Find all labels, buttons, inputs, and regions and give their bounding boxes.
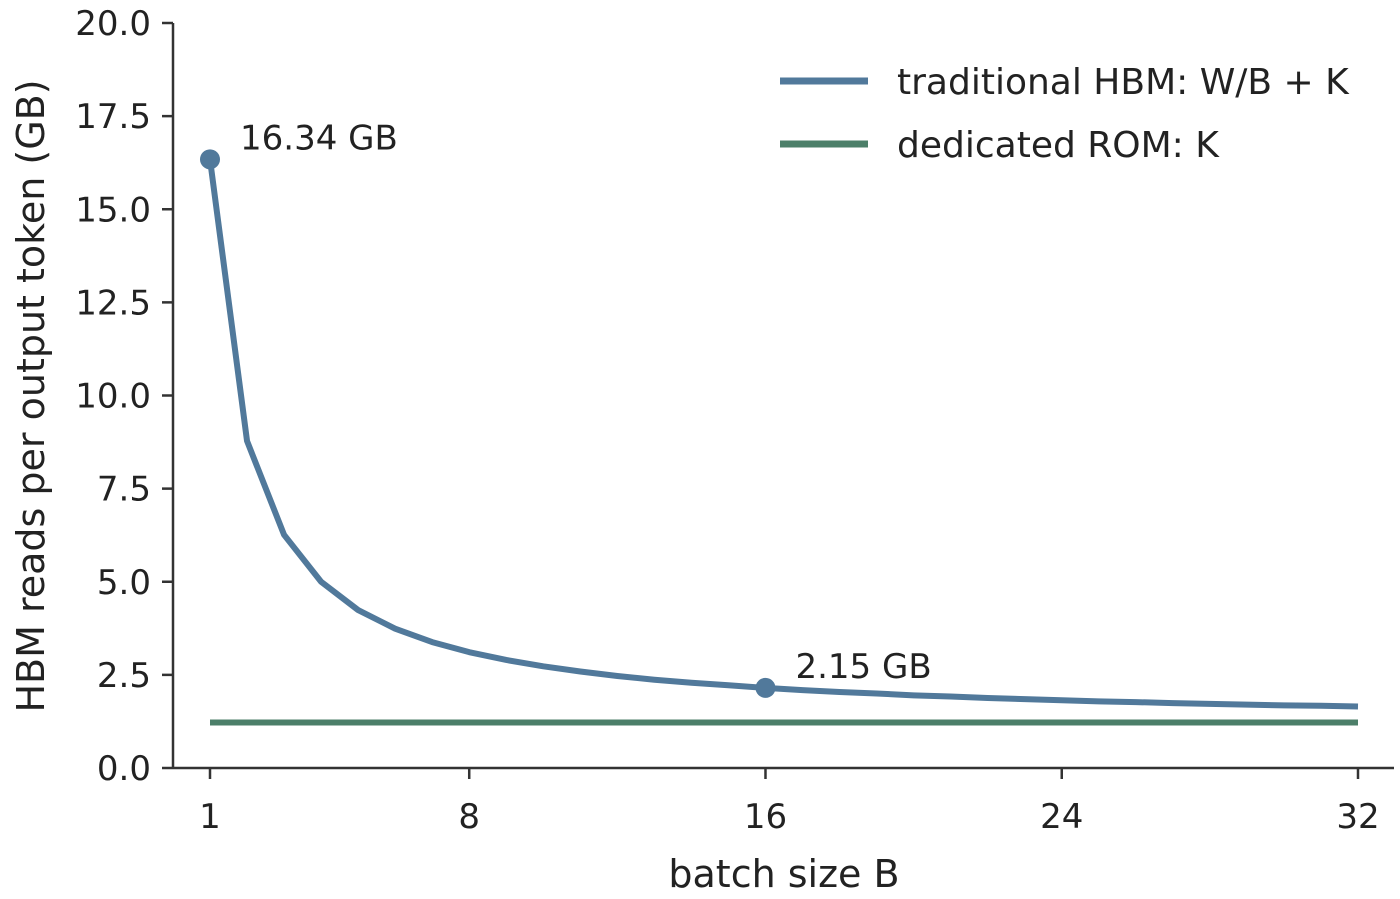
x-tick-label: 16	[744, 797, 787, 837]
y-axis-title: HBM reads per output token (GB)	[9, 79, 53, 712]
legend: traditional HBM: W/B + K dedicated ROM: K	[780, 62, 1350, 166]
y-tick-label: 0.0	[97, 749, 151, 789]
y-tick-label: 12.5	[75, 283, 151, 323]
y-tick-label: 17.5	[75, 97, 151, 137]
y-tick-label: 15.0	[75, 190, 151, 230]
y-tick-label: 10.0	[75, 377, 151, 417]
y-tick-label: 2.5	[97, 656, 151, 696]
series-layer	[210, 159, 1358, 722]
annotation-label: 16.34 GB	[240, 118, 398, 158]
legend-label: traditional HBM: W/B + K	[897, 62, 1350, 103]
series-line-traditional-hbm	[210, 159, 1358, 706]
y-tick-label: 5.0	[97, 563, 151, 603]
x-axis-title: batch size B	[668, 852, 899, 896]
x-tick-label: 32	[1336, 797, 1379, 837]
annotation-label: 2.15 GB	[795, 647, 931, 687]
annotation-layer: 16.34 GB 2.15 GB	[200, 118, 932, 698]
y-tick-label: 7.5	[97, 470, 151, 510]
legend-label: dedicated ROM: K	[897, 125, 1220, 166]
x-tick-label: 24	[1040, 797, 1083, 837]
y-tick-label: 20.0	[75, 4, 151, 44]
annotation-marker	[755, 678, 775, 698]
annotation-marker	[200, 149, 220, 169]
x-tick-label: 1	[199, 797, 221, 837]
x-tick-label: 8	[458, 797, 480, 837]
